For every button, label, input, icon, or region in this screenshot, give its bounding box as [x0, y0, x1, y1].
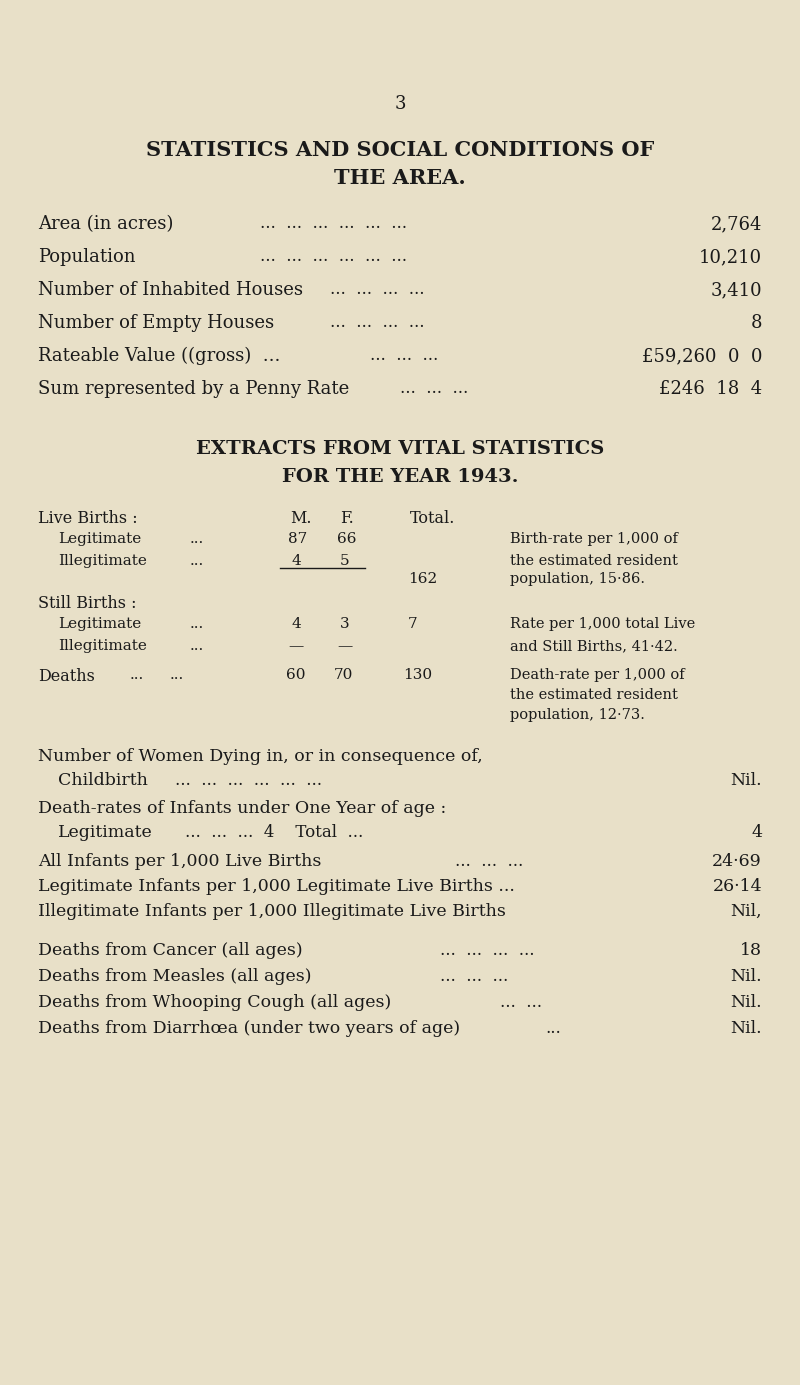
Text: Number of Women Dying in, or in consequence of,: Number of Women Dying in, or in conseque…: [38, 748, 482, 765]
Text: ...  ...  ...: ... ... ...: [455, 853, 523, 870]
Text: 4: 4: [292, 554, 302, 568]
Text: Deaths from Measles (all ages): Deaths from Measles (all ages): [38, 968, 311, 985]
Text: —: —: [288, 638, 303, 652]
Text: Sum represented by a Penny Rate: Sum represented by a Penny Rate: [38, 379, 350, 397]
Text: Area (in acres): Area (in acres): [38, 215, 174, 233]
Text: THE AREA.: THE AREA.: [334, 168, 466, 188]
Text: ...: ...: [545, 1019, 561, 1037]
Text: Nil.: Nil.: [730, 994, 762, 1011]
Text: ...  ...  ...  ...  ...  ...: ... ... ... ... ... ...: [175, 771, 322, 789]
Text: 4: 4: [751, 824, 762, 841]
Text: 3,410: 3,410: [710, 281, 762, 299]
Text: £59,260  0  0: £59,260 0 0: [642, 348, 762, 366]
Text: Illegitimate: Illegitimate: [58, 638, 147, 652]
Text: Deaths from Whooping Cough (all ages): Deaths from Whooping Cough (all ages): [38, 994, 391, 1011]
Text: F.: F.: [340, 510, 354, 528]
Text: 18: 18: [740, 942, 762, 958]
Text: ...: ...: [190, 532, 204, 546]
Text: Legitimate: Legitimate: [58, 616, 142, 632]
Text: ...: ...: [190, 554, 204, 568]
Text: population, 15·86.: population, 15·86.: [510, 572, 645, 586]
Text: Nil.: Nil.: [730, 968, 762, 985]
Text: the estimated resident: the estimated resident: [510, 688, 678, 702]
Text: 8: 8: [750, 314, 762, 332]
Text: 3: 3: [340, 616, 350, 632]
Text: 7: 7: [408, 616, 418, 632]
Text: ...  ...  ...  ...: ... ... ... ...: [440, 942, 534, 958]
Text: Death-rates of Infants under One Year of age :: Death-rates of Infants under One Year of…: [38, 801, 446, 817]
Text: ...  ...  ...: ... ... ...: [400, 379, 468, 397]
Text: ...  ...  ...  ...: ... ... ... ...: [330, 314, 425, 331]
Text: Childbirth: Childbirth: [58, 771, 148, 789]
Text: Total.: Total.: [410, 510, 455, 528]
Text: the estimated resident: the estimated resident: [510, 554, 678, 568]
Text: population, 12·73.: population, 12·73.: [510, 708, 645, 722]
Text: Number of Inhabited Houses: Number of Inhabited Houses: [38, 281, 303, 299]
Text: ...: ...: [170, 668, 184, 681]
Text: Nil,: Nil,: [730, 903, 762, 920]
Text: M.: M.: [290, 510, 311, 528]
Text: —: —: [337, 638, 352, 652]
Text: 162: 162: [408, 572, 438, 586]
Text: Live Births :: Live Births :: [38, 510, 138, 528]
Text: and Still Births, 41·42.: and Still Births, 41·42.: [510, 638, 678, 652]
Text: 66: 66: [337, 532, 357, 546]
Text: Rateable Value ((gross)  ...: Rateable Value ((gross) ...: [38, 348, 280, 366]
Text: Legitimate: Legitimate: [58, 532, 142, 546]
Text: Birth-rate per 1,000 of: Birth-rate per 1,000 of: [510, 532, 678, 546]
Text: 70: 70: [334, 668, 354, 681]
Text: ...  ...  ...  ...: ... ... ... ...: [330, 281, 425, 298]
Text: Population: Population: [38, 248, 135, 266]
Text: ...  ...: ... ...: [500, 994, 542, 1011]
Text: ...  ...  ...  ...  ...  ...: ... ... ... ... ... ...: [260, 248, 407, 265]
Text: Nil.: Nil.: [730, 1019, 762, 1037]
Text: 2,764: 2,764: [710, 215, 762, 233]
Text: Legitimate Infants per 1,000 Legitimate Live Births ...: Legitimate Infants per 1,000 Legitimate …: [38, 878, 515, 895]
Text: ...: ...: [190, 616, 204, 632]
Text: Deaths from Diarrhœa (under two years of age): Deaths from Diarrhœa (under two years of…: [38, 1019, 460, 1037]
Text: ...  ...  ...  4    Total  ...: ... ... ... 4 Total ...: [185, 824, 363, 841]
Text: Illegitimate: Illegitimate: [58, 554, 147, 568]
Text: ...  ...  ...  ...  ...  ...: ... ... ... ... ... ...: [260, 215, 407, 233]
Text: All Infants per 1,000 Live Births: All Infants per 1,000 Live Births: [38, 853, 322, 870]
Text: 24·69: 24·69: [712, 853, 762, 870]
Text: Nil.: Nil.: [730, 771, 762, 789]
Text: ...  ...  ...: ... ... ...: [440, 968, 508, 985]
Text: Death-rate per 1,000 of: Death-rate per 1,000 of: [510, 668, 685, 681]
Text: Deaths: Deaths: [38, 668, 95, 686]
Text: 60: 60: [286, 668, 306, 681]
Text: EXTRACTS FROM VITAL STATISTICS: EXTRACTS FROM VITAL STATISTICS: [196, 440, 604, 458]
Text: Illegitimate Infants per 1,000 Illegitimate Live Births: Illegitimate Infants per 1,000 Illegitim…: [38, 903, 506, 920]
Text: FOR THE YEAR 1943.: FOR THE YEAR 1943.: [282, 468, 518, 486]
Text: STATISTICS AND SOCIAL CONDITIONS OF: STATISTICS AND SOCIAL CONDITIONS OF: [146, 140, 654, 161]
Text: 87: 87: [288, 532, 307, 546]
Text: 5: 5: [340, 554, 350, 568]
Text: Legitimate: Legitimate: [58, 824, 153, 841]
Text: 3: 3: [394, 96, 406, 114]
Text: £246  18  4: £246 18 4: [659, 379, 762, 397]
Text: ...: ...: [130, 668, 144, 681]
Text: 130: 130: [403, 668, 432, 681]
Text: Number of Empty Houses: Number of Empty Houses: [38, 314, 274, 332]
Text: Deaths from Cancer (all ages): Deaths from Cancer (all ages): [38, 942, 302, 958]
Text: 4: 4: [292, 616, 302, 632]
Text: Still Births :: Still Births :: [38, 596, 137, 612]
Text: ...: ...: [190, 638, 204, 652]
Text: ...  ...  ...: ... ... ...: [370, 348, 438, 364]
Text: Rate per 1,000 total Live: Rate per 1,000 total Live: [510, 616, 695, 632]
Text: 26·14: 26·14: [712, 878, 762, 895]
Text: 10,210: 10,210: [699, 248, 762, 266]
